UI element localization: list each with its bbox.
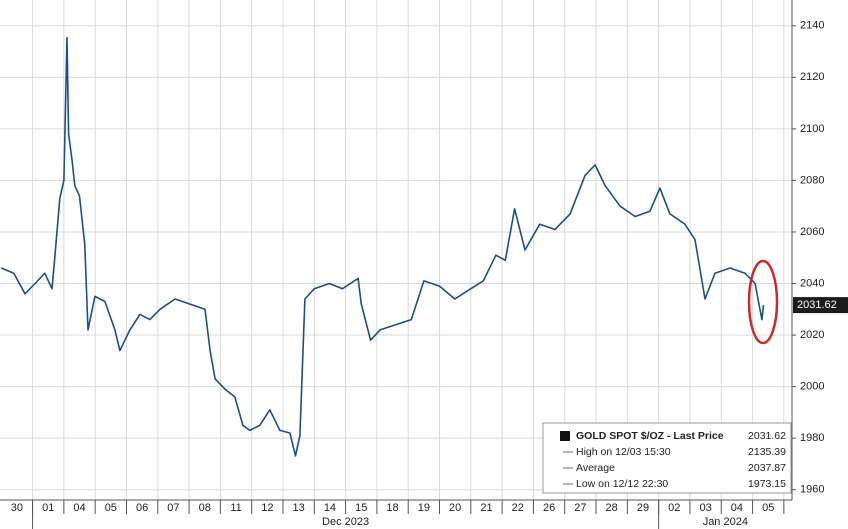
x-tick-label: 07 xyxy=(167,502,179,514)
legend-label: Average xyxy=(576,462,615,474)
x-tick-label: 18 xyxy=(386,502,398,514)
y-tick-label: 2060 xyxy=(800,226,824,238)
x-tick-label: 19 xyxy=(418,502,430,514)
grid xyxy=(0,0,792,500)
x-tick-label: 03 xyxy=(699,502,711,514)
y-tick-label: 1980 xyxy=(800,432,824,444)
highlight-circle xyxy=(747,259,779,345)
x-tick-label: 05 xyxy=(105,502,117,514)
y-tick-label: 2000 xyxy=(800,381,824,393)
x-tick-label: 27 xyxy=(574,502,586,514)
legend-value: 2031.62 xyxy=(748,430,786,442)
x-tick-label: 02 xyxy=(668,502,680,514)
x-tick-label: 26 xyxy=(543,502,555,514)
x-tick-label: 14 xyxy=(324,502,336,514)
legend-label: High on 12/03 15:30 xyxy=(576,446,671,458)
legend-swatch xyxy=(560,431,570,441)
y-tick-label: 1960 xyxy=(800,484,824,496)
x-tick-label: 08 xyxy=(199,502,211,514)
x-tick-label: 04 xyxy=(731,502,743,514)
y-tick-label: 2120 xyxy=(800,71,824,83)
x-tick-label: 04 xyxy=(73,502,85,514)
x-tick-label: 13 xyxy=(293,502,305,514)
last-price-label: 2031.62 xyxy=(797,299,837,311)
legend-label: Low on 12/12 22:30 xyxy=(576,478,668,490)
legend-label: GOLD SPOT $/OZ - Last Price xyxy=(576,430,724,442)
y-tick-label: 2080 xyxy=(800,174,824,186)
x-tick-label: 06 xyxy=(136,502,148,514)
legend-value: 2135.39 xyxy=(748,446,786,458)
y-tick-label: 2100 xyxy=(800,123,824,135)
x-tick-label: 01 xyxy=(42,502,54,514)
price-line xyxy=(0,36,765,457)
month-label: Jan 2024 xyxy=(703,516,748,528)
legend: GOLD SPOT $/OZ - Last Price 2031.62 High o… xyxy=(542,422,792,494)
x-tick-label: 29 xyxy=(637,502,649,514)
y-tick-label: 2040 xyxy=(800,277,824,289)
legend-value: 2037.87 xyxy=(748,462,786,474)
legend-box xyxy=(542,422,792,494)
x-tick-label: 15 xyxy=(355,502,367,514)
x-tick-label: 11 xyxy=(230,502,241,514)
x-tick-label: 20 xyxy=(449,502,461,514)
x-tick-label: 30 xyxy=(11,502,23,514)
month-label: Dec 2023 xyxy=(322,516,369,528)
y-tick-label: 2020 xyxy=(800,329,824,341)
last-price-tag xyxy=(793,297,848,314)
y-tick-label: 2140 xyxy=(800,20,824,32)
x-tick-label: 22 xyxy=(512,502,524,514)
legend-value: 1973.15 xyxy=(748,478,786,490)
x-tick-label: 12 xyxy=(261,502,273,514)
x-tick-label: 21 xyxy=(480,502,492,514)
plot xyxy=(0,36,765,457)
x-tick-label: 28 xyxy=(606,502,618,514)
x-tick-label: 05 xyxy=(762,502,774,514)
